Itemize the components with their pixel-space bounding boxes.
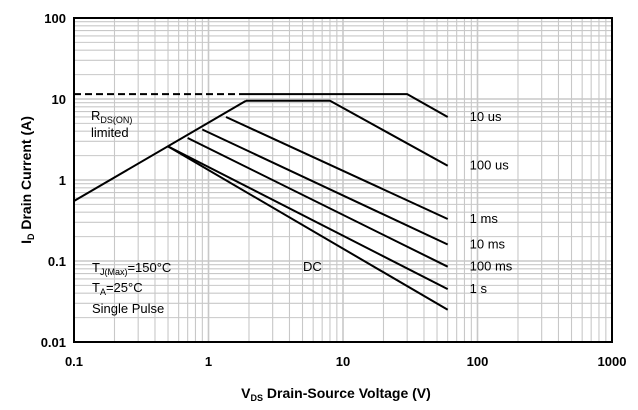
- curve-labels: 10 us 100 us 1 ms 10 ms 100 ms 1 s: [470, 109, 513, 296]
- condition-single-pulse: Single Pulse: [92, 301, 164, 316]
- curve-label-4: 100 ms: [470, 259, 513, 274]
- dc-label: DC: [303, 259, 322, 274]
- x-tick-label: 0.1: [65, 354, 83, 369]
- grid: [73, 18, 612, 343]
- y-axis-title: ID Drain Current (A): [18, 116, 36, 244]
- curve-label-0: 10 us: [470, 109, 502, 124]
- x-tick-label: 10: [336, 354, 350, 369]
- rdson-limited-label: limited: [91, 125, 129, 140]
- series-line-1: [246, 99, 449, 167]
- tick-labels: 0.1 1 10 100 1000 100 10 1 0.1 0.01: [41, 11, 627, 369]
- x-tick-label: 100: [467, 354, 489, 369]
- x-axis-title: VDS Drain-Source Voltage (V): [241, 385, 431, 403]
- series-line-0: [246, 93, 449, 118]
- y-tick-label: 1: [59, 173, 66, 188]
- y-tick-label: 0.1: [48, 254, 66, 269]
- series-line-5: [167, 145, 449, 290]
- series-line-6: [167, 145, 449, 311]
- x-tick-label: 1: [205, 354, 212, 369]
- y-tick-label: 10: [52, 92, 66, 107]
- series-line-4: [187, 137, 449, 268]
- curve-label-2: 1 ms: [470, 211, 499, 226]
- rdson-limit-line: [73, 99, 247, 202]
- condition-tj: TJ(Max)=150°C: [92, 260, 171, 277]
- curve-label-3: 10 ms: [470, 236, 506, 251]
- series-line-2: [225, 116, 449, 220]
- y-tick-label: 0.01: [41, 335, 66, 350]
- series-line-3: [201, 128, 449, 246]
- curve-label-5: 1 s: [470, 281, 488, 296]
- condition-ta: TA=25°C: [92, 280, 143, 297]
- limit-lines: [73, 93, 247, 202]
- y-tick-label: 100: [44, 11, 66, 26]
- series-lines: [167, 93, 449, 311]
- curve-label-1: 100 us: [470, 158, 510, 173]
- plot-frame: [73, 17, 613, 343]
- x-tick-label: 1000: [598, 354, 627, 369]
- rdson-label: RDS(ON): [91, 108, 132, 125]
